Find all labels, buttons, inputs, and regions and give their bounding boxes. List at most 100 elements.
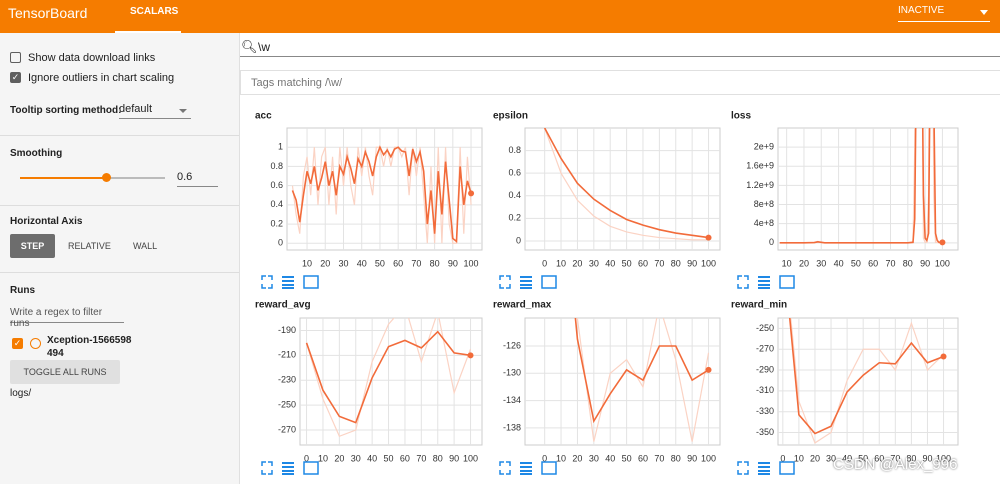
plot — [305, 318, 474, 438]
logdir: logs/ — [10, 388, 32, 399]
x-tick-label: 0 — [780, 453, 785, 463]
chart-title: acc — [255, 111, 272, 122]
data-icon[interactable] — [520, 276, 532, 289]
data-icon[interactable] — [282, 462, 294, 475]
fit-icon[interactable] — [779, 461, 795, 475]
data-icon[interactable] — [758, 462, 770, 475]
last-point — [940, 353, 947, 360]
x-tick-label: 70 — [416, 453, 426, 463]
x-tick-label: 60 — [400, 453, 410, 463]
data-icon[interactable] — [282, 276, 294, 289]
y-tick-label: -126 — [503, 340, 521, 350]
expand-icon[interactable] — [737, 275, 749, 289]
y-tick-label: -310 — [756, 385, 774, 395]
x-tick-label: 90 — [448, 258, 458, 268]
expand-icon[interactable] — [737, 461, 749, 475]
runs-filter[interactable]: Write a regex to filter runs — [10, 307, 124, 329]
x-tick-label: 30 — [826, 453, 836, 463]
chart-title: loss — [731, 111, 751, 122]
section-label: Smoothing — [10, 148, 63, 159]
fit-icon[interactable] — [303, 461, 319, 475]
plot-frame — [524, 317, 721, 446]
tab[interactable]: SCALARS — [130, 6, 179, 17]
axis-button[interactable]: RELATIVE — [68, 241, 111, 251]
y-tick-label: -250 — [278, 400, 296, 410]
x-tick-label: 70 — [654, 453, 664, 463]
x-tick-label: 90 — [920, 258, 930, 268]
tab-indicator — [115, 31, 181, 33]
x-tick-label: 80 — [906, 453, 916, 463]
expand-icon[interactable] — [261, 461, 273, 475]
data-icon[interactable] — [758, 276, 770, 289]
checkbox-checked[interactable]: ✓ — [10, 72, 21, 83]
toggle-button[interactable]: TOGGLE ALL RUNS — [10, 360, 120, 384]
checkbox[interactable] — [10, 52, 21, 63]
series-line — [291, 146, 472, 244]
expand-icon[interactable] — [499, 461, 511, 475]
expand-icon[interactable] — [261, 275, 273, 289]
plot — [543, 128, 712, 241]
y-tick-label: -134 — [503, 395, 521, 405]
divider — [0, 135, 239, 136]
y-tick-label: -270 — [278, 424, 296, 434]
y-tick-label: 1 — [278, 142, 283, 152]
section-label: Runs — [10, 285, 35, 296]
slider-track[interactable] — [20, 173, 165, 182]
fit-icon[interactable] — [303, 275, 319, 289]
last-point — [468, 190, 475, 197]
run-name: Xception-1566598494 — [47, 335, 132, 359]
axis-button[interactable]: STEP — [10, 234, 55, 258]
axis-button[interactable]: WALL — [133, 241, 158, 251]
top-bar: TensorBoard SCALARS INACTIVE — [0, 0, 1000, 33]
x-tick-label: 30 — [351, 453, 361, 463]
fit-icon[interactable] — [541, 275, 557, 289]
run-checkbox[interactable]: ✓ — [12, 338, 23, 349]
expand-icon[interactable] — [499, 275, 511, 289]
y-tick-label: 0 — [278, 238, 283, 248]
data-icon[interactable] — [520, 462, 532, 475]
dropdown-arrow — [179, 109, 187, 113]
x-tick-label: 70 — [411, 258, 421, 268]
y-tick-label: 0 — [769, 237, 774, 247]
x-tick-label: 50 — [622, 453, 632, 463]
chart-title: reward_avg — [255, 300, 311, 311]
plot-frame — [777, 127, 959, 251]
search-icon: 🔍︎ — [241, 39, 258, 54]
y-tick-label: 0 — [516, 235, 521, 245]
series-line — [291, 145, 472, 243]
smoothing-input[interactable]: 0.6 — [177, 171, 218, 187]
y-tick-label: 1.6e+9 — [746, 161, 774, 171]
run-color — [30, 338, 41, 349]
x-tick-label: 20 — [810, 453, 820, 463]
x-tick-label: 80 — [671, 258, 681, 268]
y-tick-label: -350 — [756, 427, 774, 437]
x-tick-label: 40 — [605, 258, 615, 268]
x-tick-label: 40 — [367, 453, 377, 463]
y-tick-label: 0.4 — [270, 199, 283, 209]
search-underline — [240, 56, 1000, 57]
slider-fill — [20, 177, 107, 179]
x-tick-label: 40 — [842, 453, 852, 463]
x-tick-label: 80 — [430, 258, 440, 268]
last-point — [705, 234, 712, 241]
fit-icon[interactable] — [779, 275, 795, 289]
sidebar: Show data download links ✓ Ignore outlie… — [0, 33, 240, 484]
divider — [0, 205, 239, 206]
y-tick-label: -210 — [278, 350, 296, 360]
x-tick-label: 20 — [320, 258, 330, 268]
x-tick-label: 50 — [858, 453, 868, 463]
slider-thumb[interactable] — [102, 173, 111, 182]
search-query[interactable]: \w — [258, 40, 270, 54]
x-tick-label: 90 — [449, 453, 459, 463]
y-tick-label: 0.8 — [508, 145, 521, 155]
fit-icon[interactable] — [541, 461, 557, 475]
tooltip-select[interactable]: default — [119, 103, 191, 119]
mode-select[interactable]: INACTIVE — [898, 5, 990, 22]
x-tick-label: 60 — [638, 453, 648, 463]
x-tick-label: 90 — [687, 258, 697, 268]
chart-title: reward_min — [731, 300, 787, 311]
x-tick-label: 100 — [936, 453, 951, 463]
y-tick-label: -250 — [756, 323, 774, 333]
